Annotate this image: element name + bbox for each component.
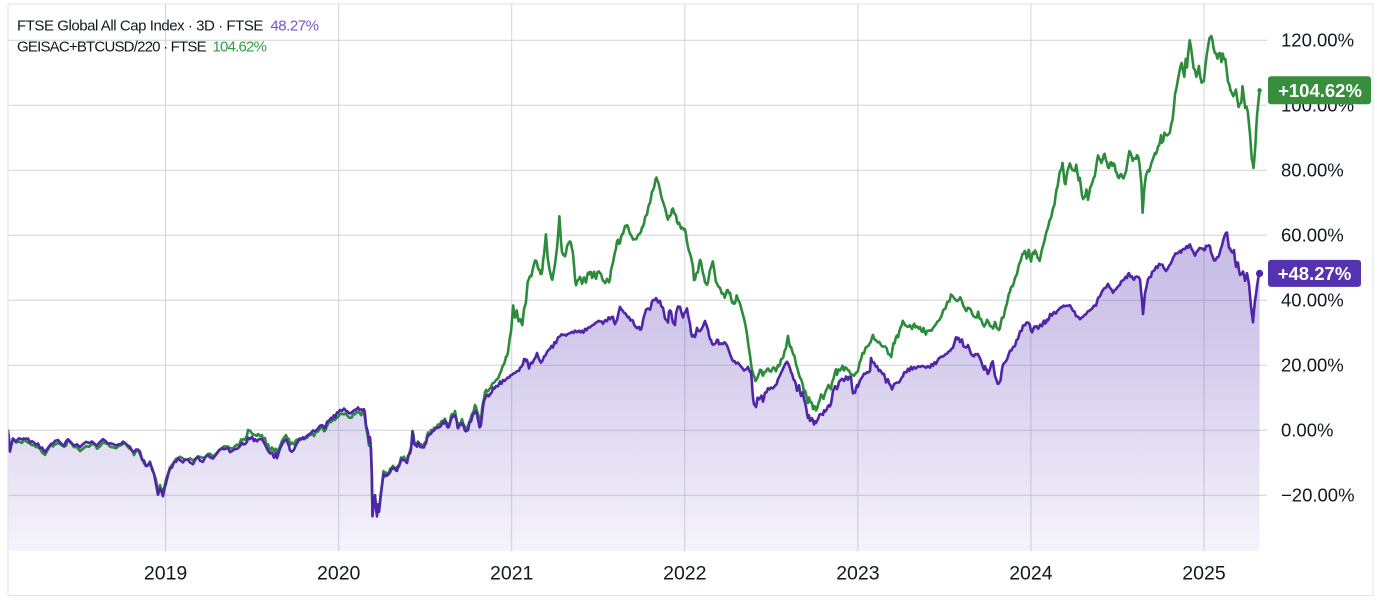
svg-text:GEISAC+BTCUSD/220 · FTSE 104.: GEISAC+BTCUSD/220 · FTSE 104.62% bbox=[17, 39, 267, 56]
svg-text:2021: 2021 bbox=[490, 563, 533, 585]
svg-text:FTSE Global All Cap Index · 3D: FTSE Global All Cap Index · 3D · FTSE 48… bbox=[17, 18, 319, 35]
svg-text:+48.27%: +48.27% bbox=[1278, 263, 1352, 284]
svg-text:80.00%: 80.00% bbox=[1281, 159, 1344, 180]
svg-text:60.00%: 60.00% bbox=[1281, 224, 1344, 245]
svg-text:40.00%: 40.00% bbox=[1281, 289, 1344, 310]
svg-text:2025: 2025 bbox=[1182, 563, 1226, 585]
svg-text:2022: 2022 bbox=[663, 563, 706, 585]
svg-text:0.00%: 0.00% bbox=[1281, 419, 1333, 440]
svg-text:120.00%: 120.00% bbox=[1281, 29, 1354, 50]
svg-text:20.00%: 20.00% bbox=[1281, 354, 1344, 375]
svg-text:+104.62%: +104.62% bbox=[1278, 80, 1362, 101]
svg-text:2024: 2024 bbox=[1009, 563, 1053, 585]
svg-text:−20.00%: −20.00% bbox=[1281, 484, 1355, 505]
svg-text:2019: 2019 bbox=[144, 563, 187, 585]
svg-text:2020: 2020 bbox=[317, 563, 361, 585]
svg-text:2023: 2023 bbox=[836, 563, 879, 585]
